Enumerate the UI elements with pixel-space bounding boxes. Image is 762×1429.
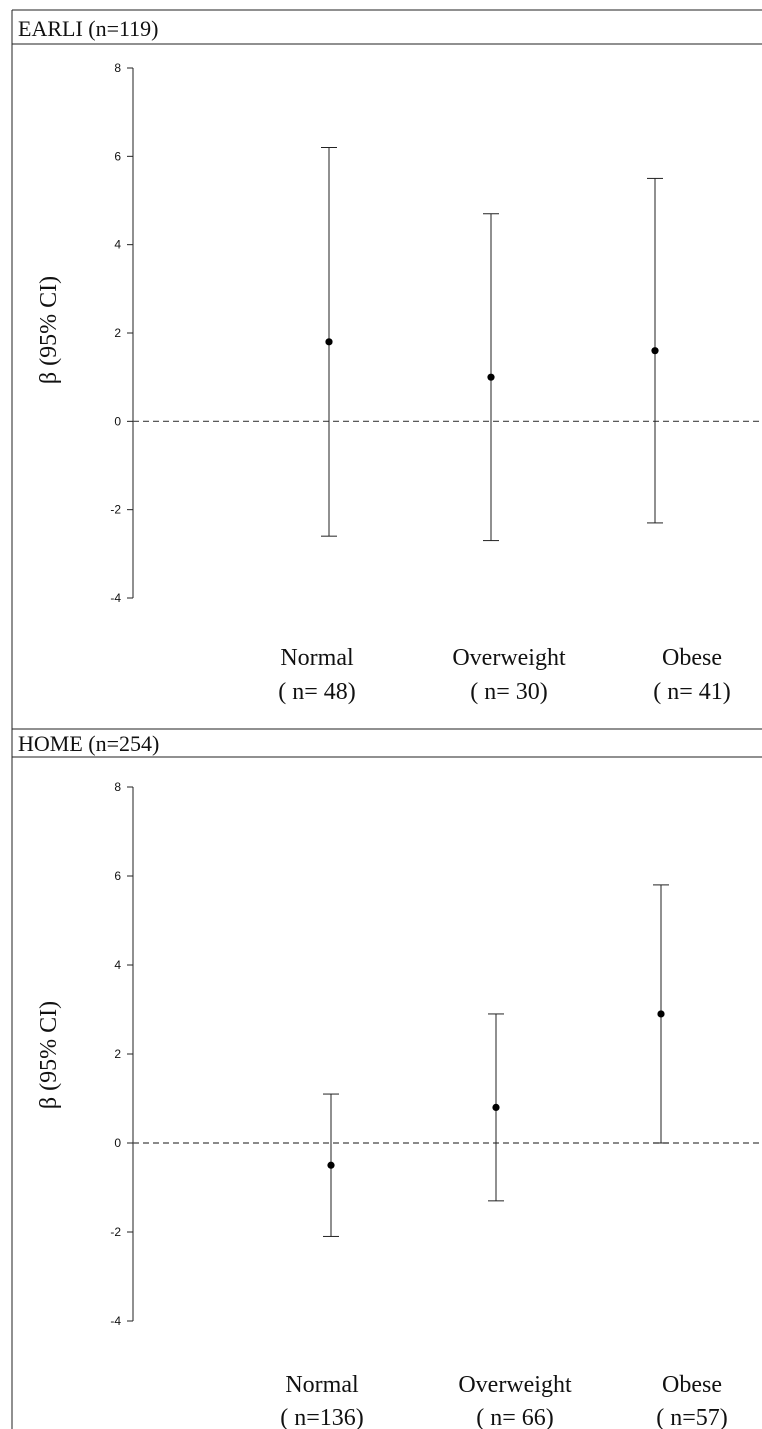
point-estimate: [325, 338, 333, 346]
category-label: Normal: [280, 645, 354, 671]
panel-title: HOME (n=254): [18, 731, 159, 756]
point-estimate: [327, 1161, 335, 1169]
point-estimate: [651, 347, 659, 355]
y-tick-label: 2: [114, 1047, 121, 1061]
point-estimate: [492, 1103, 500, 1111]
y-tick-label: -2: [110, 1225, 121, 1239]
y-tick-label: 6: [114, 869, 121, 883]
point-estimate: [487, 373, 495, 381]
y-tick-label: 8: [114, 780, 121, 794]
y-tick-label: 0: [114, 414, 121, 428]
category-label: Obese: [662, 645, 722, 671]
y-tick-label: 8: [114, 61, 121, 75]
y-tick-label: -2: [110, 503, 121, 517]
category-label: Overweight: [458, 1372, 572, 1398]
y-tick-label: 2: [114, 326, 121, 340]
category-count: ( n= 48): [278, 679, 356, 705]
y-tick-label: -4: [110, 591, 121, 605]
panel-title: EARLI (n=119): [18, 16, 159, 41]
category-count: ( n=57): [656, 1405, 728, 1429]
category-count: ( n= 30): [470, 679, 548, 705]
category-count: ( n=136): [280, 1405, 364, 1429]
y-tick-label: 4: [114, 238, 121, 252]
category-count: ( n= 66): [476, 1405, 554, 1429]
y-tick-label: 0: [114, 1136, 121, 1150]
category-label: Overweight: [452, 645, 566, 671]
category-label: Obese: [662, 1372, 722, 1398]
category-label: Normal: [285, 1372, 359, 1398]
y-axis-label: β (95% CI): [36, 276, 62, 384]
y-tick-label: -4: [110, 1314, 121, 1328]
y-tick-label: 4: [114, 958, 121, 972]
point-estimate: [657, 1010, 665, 1018]
y-axis-label: β (95% CI): [36, 1001, 62, 1109]
category-count: ( n= 41): [653, 679, 731, 705]
y-tick-label: 6: [114, 149, 121, 163]
